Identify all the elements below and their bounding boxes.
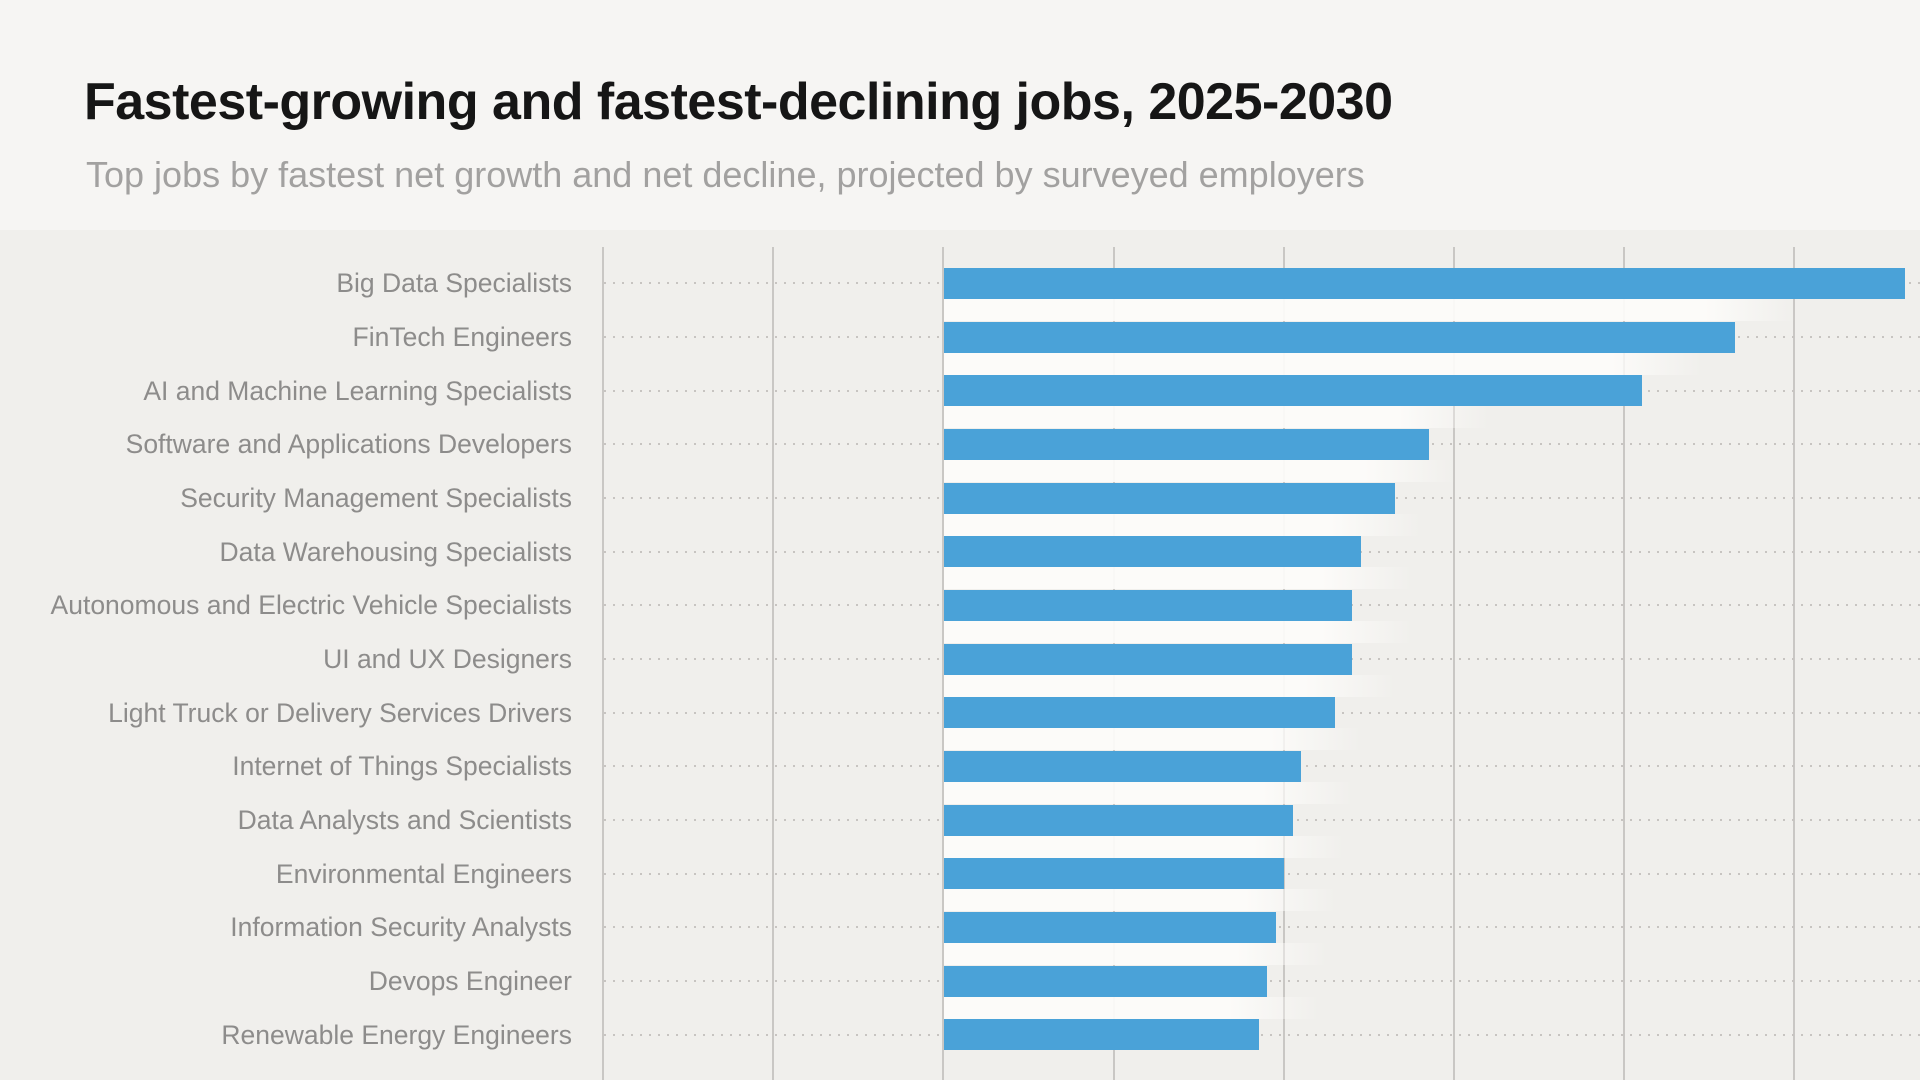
category-label: AI and Machine Learning Specialists — [143, 375, 572, 406]
gridline — [1793, 247, 1796, 1080]
bar — [944, 375, 1642, 407]
category-label: Autonomous and Electric Vehicle Speciali… — [50, 590, 572, 621]
chart-subtitle: Top jobs by fastest net growth and net d… — [86, 154, 1365, 195]
category-label: Software and Applications Developers — [125, 429, 572, 460]
category-label: UI and UX Designers — [323, 644, 572, 675]
chart-title: Fastest-growing and fastest-declining jo… — [84, 73, 1393, 131]
bar — [944, 911, 1276, 943]
row-gap-band — [944, 298, 1795, 321]
row-guide-dotted — [604, 1033, 1920, 1036]
gridline — [1452, 247, 1455, 1080]
category-label: Internet of Things Specialists — [232, 751, 572, 782]
bar — [944, 750, 1301, 782]
row-gap-band — [944, 942, 1327, 965]
bar — [944, 321, 1735, 353]
bar — [944, 482, 1395, 514]
category-label: Data Analysts and Scientists — [237, 805, 572, 836]
category-label: Big Data Specialists — [336, 268, 572, 299]
row-gap-band — [944, 513, 1421, 536]
bar — [944, 804, 1293, 836]
category-label: Devops Engineer — [368, 966, 572, 997]
row-gap-band — [944, 567, 1412, 590]
bar — [944, 589, 1352, 621]
bar — [944, 1019, 1259, 1051]
category-label: Security Management Specialists — [180, 483, 572, 514]
gridline — [942, 247, 945, 1080]
row-gap-band — [944, 352, 1702, 375]
row-gap-band — [944, 996, 1319, 1019]
row-gap-band — [944, 674, 1395, 697]
bar — [944, 643, 1352, 675]
category-label: Environmental Engineers — [275, 858, 572, 889]
row-gap-band — [944, 620, 1412, 643]
category-label: Information Security Analysts — [230, 912, 572, 943]
bar — [944, 858, 1284, 890]
row-gap-band — [944, 459, 1455, 482]
bar — [944, 536, 1361, 568]
row-gap-band — [944, 889, 1336, 912]
gridline — [772, 247, 775, 1080]
bar — [944, 428, 1429, 460]
bar — [944, 697, 1335, 729]
bar — [944, 965, 1267, 997]
row-gap-band — [944, 835, 1344, 858]
gridline — [602, 247, 604, 1080]
category-label: Data Warehousing Specialists — [219, 536, 572, 567]
category-label: FinTech Engineers — [352, 322, 572, 353]
bar — [944, 267, 1905, 299]
plot-area: Big Data Specialists FinTech Engineers AI … — [0, 230, 1920, 1080]
row-gap-band — [944, 728, 1361, 751]
gridline — [1623, 247, 1626, 1080]
row-gap-band — [944, 406, 1489, 429]
category-label: Renewable Energy Engineers — [221, 1019, 572, 1050]
category-label: Light Truck or Delivery Services Drivers — [108, 697, 572, 728]
row-gap-band — [944, 781, 1353, 804]
